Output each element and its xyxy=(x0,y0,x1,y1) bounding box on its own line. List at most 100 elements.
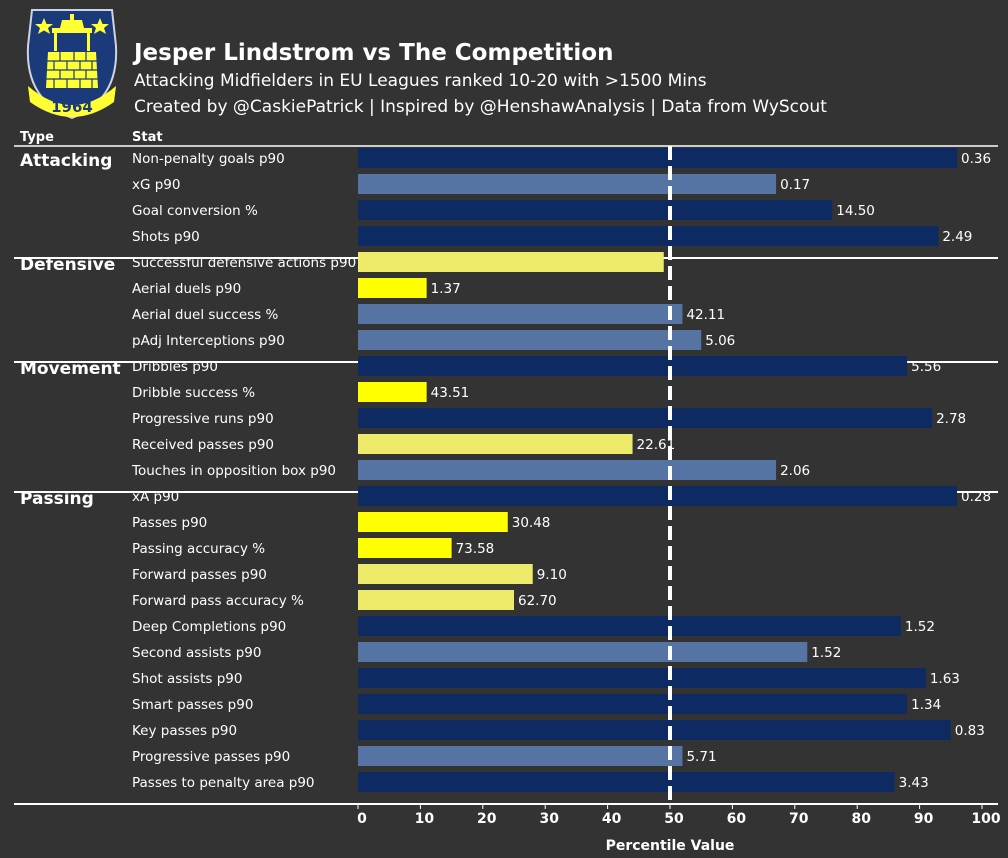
stat-label: xA p90 xyxy=(132,489,179,505)
x-tick-label: 20 xyxy=(477,811,497,827)
bar-value-label: 43.51 xyxy=(431,385,470,401)
bar xyxy=(358,512,508,532)
bar-value-label: 9.10 xyxy=(537,567,567,583)
bar-value-label: 73.58 xyxy=(456,541,495,557)
x-tick-label: 70 xyxy=(789,811,809,827)
stat-label: Aerial duels p90 xyxy=(132,281,241,297)
stat-label: Smart passes p90 xyxy=(132,697,253,713)
stat-label: Key passes p90 xyxy=(132,723,237,739)
bar xyxy=(358,278,427,298)
bar-value-label: 5.56 xyxy=(911,359,941,375)
bar xyxy=(358,434,633,454)
x-tick-label: 10 xyxy=(415,811,435,827)
stat-label: Goal conversion % xyxy=(132,203,258,219)
bar xyxy=(358,408,933,428)
bar xyxy=(358,226,939,246)
x-axis-title: Percentile Value xyxy=(606,838,735,854)
bar-value-label: 2.06 xyxy=(780,463,810,479)
stat-label: Progressive runs p90 xyxy=(132,411,274,427)
stat-label: Passing accuracy % xyxy=(132,541,265,557)
group-label: Attacking xyxy=(20,151,112,171)
stat-label: Successful defensive actions p90 xyxy=(132,255,356,271)
x-tick-label: 60 xyxy=(727,811,747,827)
bar-value-label: 22.61 xyxy=(637,437,676,453)
bar xyxy=(358,200,833,220)
column-header-stat: Stat xyxy=(132,130,163,145)
x-tick-label: 30 xyxy=(539,811,559,827)
bar xyxy=(358,148,958,168)
bar-value-label: 2.49 xyxy=(942,229,972,245)
stat-label: Shots p90 xyxy=(132,229,200,245)
crest-year: 1964 xyxy=(51,98,93,116)
bar xyxy=(358,694,908,714)
bar-value-label: 1.63 xyxy=(930,671,960,687)
star-right-icon xyxy=(91,18,109,34)
bar-value-label: 1.52 xyxy=(811,645,841,661)
stat-label: Touches in opposition box p90 xyxy=(131,463,336,479)
bar-value-label: 3.43 xyxy=(899,775,929,791)
bar-value-label: 30.48 xyxy=(512,515,551,531)
bar-value-label: 1.37 xyxy=(431,281,461,297)
x-tick-label: 90 xyxy=(914,811,934,827)
stat-label: pAdj Interceptions p90 xyxy=(132,333,285,349)
bar-value-label: 62.70 xyxy=(518,593,557,609)
chart-title: Jesper Lindstrom vs The Competition xyxy=(134,40,614,66)
group-label: Defensive xyxy=(20,255,115,275)
stat-label: Forward pass accuracy % xyxy=(132,593,304,609)
group-label: Passing xyxy=(20,489,94,509)
bar-value-label: 0.83 xyxy=(955,723,985,739)
stat-label: Received passes p90 xyxy=(132,437,274,453)
bar xyxy=(358,538,452,558)
x-tick-label: 40 xyxy=(602,811,622,827)
bar-value-label: 0.36 xyxy=(961,151,991,167)
bar xyxy=(358,564,533,584)
chart-subtitle: Attacking Midfielders in EU Leagues rank… xyxy=(134,71,707,91)
stat-label: Forward passes p90 xyxy=(132,567,267,583)
stat-label: Dribbles p90 xyxy=(132,359,218,375)
bar-value-label: 1.52 xyxy=(905,619,935,635)
bar xyxy=(358,460,777,480)
bar-value-label: 0.17 xyxy=(780,177,810,193)
bar xyxy=(358,668,926,688)
column-header-type: Type xyxy=(20,130,54,145)
bar xyxy=(358,720,951,740)
bar-value-label: 5.71 xyxy=(686,749,716,765)
group-label: Movement xyxy=(20,359,121,379)
bar xyxy=(358,304,683,324)
stat-label: Second assists p90 xyxy=(132,645,261,661)
stat-label: xG p90 xyxy=(132,177,181,193)
stat-label: Passes p90 xyxy=(132,515,207,531)
bar xyxy=(358,174,777,194)
bar-value-label: 5.06 xyxy=(705,333,735,349)
bar xyxy=(358,642,808,662)
bar xyxy=(358,486,958,506)
bar-value-label: 14.50 xyxy=(836,203,875,219)
bar xyxy=(358,772,895,792)
star-left-icon xyxy=(35,18,53,34)
bar xyxy=(358,616,901,636)
bar xyxy=(358,746,683,766)
bar xyxy=(358,356,908,376)
stat-label: Aerial duel success % xyxy=(132,307,278,323)
stat-label: Passes to penalty area p90 xyxy=(132,775,315,791)
bar-value-label: 0.28 xyxy=(961,489,991,505)
header: Jesper Lindstrom vs The Competition Atta… xyxy=(134,38,827,120)
stat-label: Dribble success % xyxy=(132,385,255,401)
bar-value-label: 42.11 xyxy=(686,307,725,323)
x-tick-label: 80 xyxy=(851,811,871,827)
stat-label: Non-penalty goals p90 xyxy=(132,151,285,167)
bar xyxy=(358,382,427,402)
stat-label: Deep Completions p90 xyxy=(132,619,286,635)
bar-value-label: 2.78 xyxy=(936,411,966,427)
x-tick-label: 50 xyxy=(664,811,684,827)
x-tick-label: 100 xyxy=(971,811,1000,827)
bar xyxy=(358,330,702,350)
bar xyxy=(358,590,514,610)
x-tick-label: 0 xyxy=(357,811,367,827)
bar-value-label: 1.34 xyxy=(911,697,941,713)
bar xyxy=(358,252,664,272)
stat-label: Shot assists p90 xyxy=(132,671,242,687)
stat-label: Progressive passes p90 xyxy=(132,749,290,765)
club-crest-logo: 1964 xyxy=(26,9,118,120)
